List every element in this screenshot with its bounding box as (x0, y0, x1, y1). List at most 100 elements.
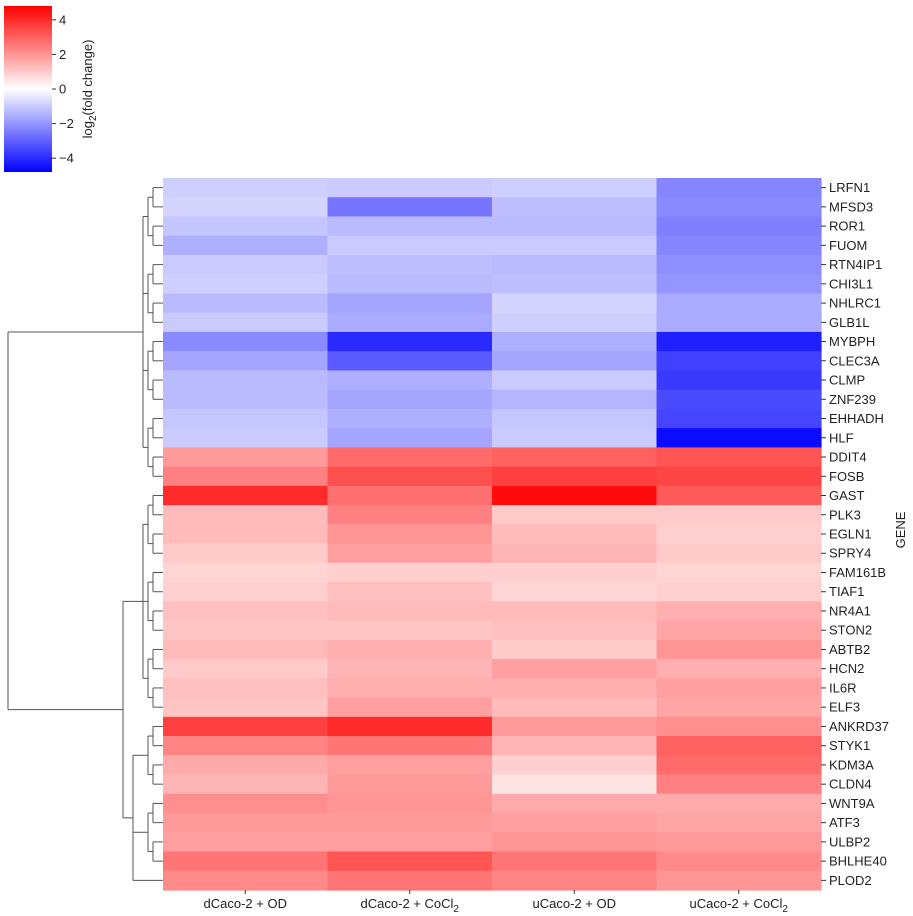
heatmap-cell (656, 562, 822, 583)
heatmap-cell (492, 562, 658, 583)
heatmap-cell (163, 678, 329, 699)
row-label: CLEC3A (829, 353, 880, 368)
heatmap-cell (163, 601, 329, 622)
heatmap-cell (492, 254, 658, 275)
heatmap-cell (327, 620, 493, 641)
heatmap-cell (656, 428, 822, 448)
colorbar-label: log2(fold change) (80, 40, 99, 139)
colorbar-ticks: 4 2 0 −2 −4 (52, 12, 74, 166)
row-label: IL6R (829, 680, 856, 695)
heatmap-cell (656, 351, 822, 372)
heatmap-cell (163, 370, 329, 391)
row-label: HLF (829, 430, 854, 445)
heatmap-cell (327, 524, 493, 545)
colorbar-tick-label: −2 (59, 116, 74, 131)
colorbar-gradient (4, 6, 52, 172)
heatmap-cell (492, 620, 658, 641)
heatmap-cell (327, 639, 493, 660)
row-label: TIAF1 (829, 584, 864, 599)
heatmap-cell (492, 678, 658, 699)
heatmap-cell (492, 774, 658, 795)
row-label: CLMP (829, 373, 865, 388)
heatmap-cell (327, 851, 493, 872)
row-label: ABTB2 (829, 642, 870, 657)
heatmap-cell (656, 755, 822, 776)
heatmap-cells (163, 178, 822, 891)
heatmap-cell (327, 678, 493, 699)
heatmap-cell (163, 582, 329, 602)
heatmap-cell (163, 620, 329, 641)
heatmap-cell (327, 293, 493, 314)
heatmap-cell (163, 274, 329, 295)
column-label: uCaco-2 + CoCl2 (690, 896, 789, 915)
heatmap-cell (163, 293, 329, 314)
column-label: uCaco-2 + OD (533, 896, 616, 911)
heatmap-cell (656, 832, 822, 853)
row-label: ELF3 (829, 700, 860, 715)
heatmap-cell (327, 793, 493, 814)
heatmap-cell (327, 582, 493, 602)
heatmap-cell (492, 582, 658, 602)
heatmap-cell (327, 601, 493, 622)
heatmap-cell (163, 716, 329, 737)
row-label: CLDN4 (829, 777, 872, 792)
row-dendrogram (7, 187, 163, 881)
row-label: SPRY4 (829, 546, 871, 561)
row-label: PLOD2 (829, 873, 872, 888)
heatmap-cell (327, 562, 493, 583)
heatmap-cell (327, 331, 493, 352)
column-label: dCaco-2 + OD (204, 896, 287, 911)
heatmap-cell (492, 351, 658, 372)
heatmap-cell (163, 851, 329, 872)
heatmap-cell (492, 331, 658, 352)
heatmap-cell (163, 524, 329, 545)
heatmap-cell (163, 254, 329, 275)
heatmap-cell (492, 659, 658, 679)
heatmap-cell (163, 485, 329, 506)
row-label: FAM161B (829, 565, 886, 580)
row-label: NR4A1 (829, 603, 871, 618)
row-label: DDIT4 (829, 450, 867, 465)
heatmap-cell (656, 197, 822, 218)
heatmap-cell (656, 870, 822, 891)
heatmap-cell (163, 389, 329, 410)
heatmap-cell (656, 447, 822, 468)
row-label: MYBPH (829, 334, 875, 349)
heatmap-cell (492, 178, 658, 198)
heatmap-cell (656, 659, 822, 679)
heatmap-cell (656, 716, 822, 737)
heatmap-cell (163, 331, 329, 352)
heatmap-cell (492, 389, 658, 410)
row-label: NHLRC1 (829, 296, 881, 311)
heatmap-cell (327, 505, 493, 525)
heatmap-cell (492, 428, 658, 448)
heatmap-cell (163, 793, 329, 814)
heatmap-cell (327, 178, 493, 198)
heatmap-cell (492, 274, 658, 295)
heatmap-cell (656, 678, 822, 699)
colorbar-tick-label: −4 (59, 151, 74, 166)
heatmap-cell (327, 543, 493, 564)
heatmap-cell (492, 312, 658, 333)
heatmap-cell (327, 485, 493, 506)
heatmap-cell (492, 235, 658, 256)
heatmap-cell (163, 832, 329, 853)
heatmap-cell (327, 370, 493, 391)
heatmap-cell (327, 428, 493, 448)
heatmap-cell (492, 524, 658, 545)
heatmap-cell (492, 793, 658, 814)
row-label: KDM3A (829, 757, 874, 772)
heatmap-cell (327, 351, 493, 372)
colorbar-label-main: log (80, 121, 95, 138)
row-label: MFSD3 (829, 199, 873, 214)
heatmap-cell (656, 582, 822, 602)
heatmap-cell (656, 851, 822, 872)
heatmap-cell (492, 197, 658, 218)
column-label: dCaco-2 + CoCl2 (361, 896, 460, 915)
colorbar-tick-label: 2 (59, 47, 66, 62)
heatmap-cell (163, 774, 329, 795)
row-label: STON2 (829, 623, 872, 638)
y-axis-label: GENE (893, 511, 908, 548)
heatmap-cell (327, 832, 493, 853)
